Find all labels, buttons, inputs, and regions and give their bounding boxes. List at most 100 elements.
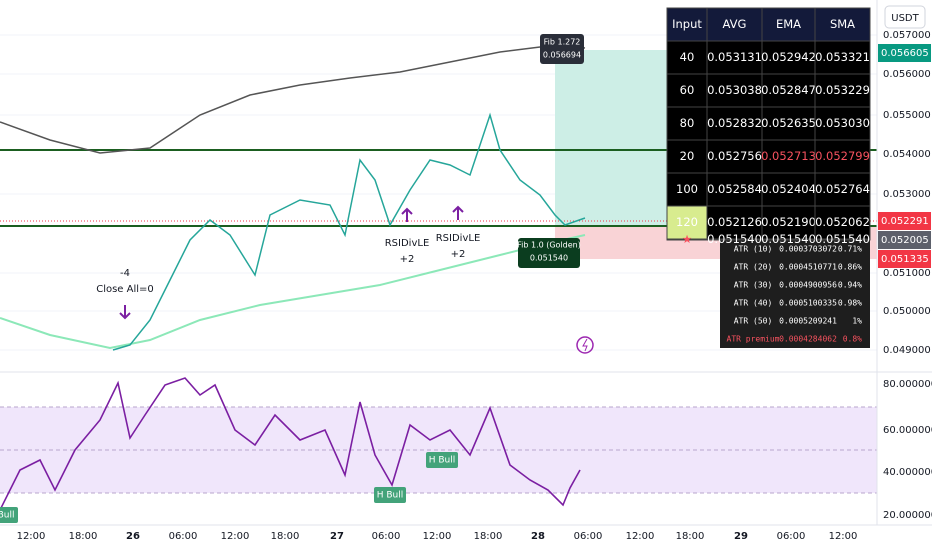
table-cell: [666, 172, 708, 207]
price-tick-label: 0.056000: [883, 69, 931, 80]
atr-value: 1%: [852, 317, 862, 326]
table-header-cell: [814, 7, 871, 42]
moving-average: [0, 234, 586, 350]
atr-value: 0.98%: [838, 299, 862, 308]
table-value: 0.052832: [707, 116, 762, 130]
annotation: -4: [120, 268, 130, 279]
table-value: 40: [680, 50, 695, 64]
table-cell: [814, 40, 871, 75]
table-cell: [706, 106, 763, 141]
table-value: 0.052713: [761, 149, 816, 163]
time-tick-label: 12:00: [221, 531, 250, 542]
price-badge-label: 0.056605: [881, 48, 929, 59]
table-value: 0.052584: [707, 182, 762, 196]
table-cell: [761, 205, 816, 240]
table-value: 120: [676, 215, 698, 229]
atr-value: ATR (30): [734, 281, 773, 290]
time-tick-label: 18:00: [474, 531, 503, 542]
price-tick-label: 0.051000: [883, 268, 931, 279]
price-badge: [878, 250, 931, 268]
atr-value: 0.0004284062: [779, 335, 837, 344]
table-cell: [814, 106, 871, 141]
atr-value: 0.86%: [838, 263, 862, 272]
table-value: 60: [680, 83, 695, 97]
table-value: 0.053321: [815, 50, 870, 64]
annotation: Close All=0: [96, 284, 154, 295]
price-badge: [878, 231, 931, 249]
fib-label-box: [518, 238, 580, 268]
table-value: 0.051540: [707, 232, 762, 246]
price-tick-label: 0.050000: [883, 306, 931, 317]
table-value: 0.052126: [707, 215, 762, 229]
table-value: 80: [680, 116, 695, 130]
table-value: 0.053131: [707, 50, 762, 64]
atr-value: 0.0005209241: [779, 317, 837, 326]
price-badge: [878, 212, 931, 230]
table-cell: [666, 73, 708, 108]
annotation: Fib 1.272: [544, 38, 581, 47]
time-tick-label: 06:00: [574, 531, 603, 542]
table-header-cell: [761, 7, 816, 42]
price-tick-label: 0.054000: [883, 149, 931, 160]
alert-icon[interactable]: [576, 336, 594, 354]
table-value: 0.053030: [815, 116, 870, 130]
exit-arrow: [119, 305, 131, 320]
atr-value: 0.71%: [838, 245, 862, 254]
time-tick-label: 12:00: [626, 531, 655, 542]
price-badge-label: 0.051335: [881, 254, 929, 265]
table-cell: [706, 139, 763, 174]
annotation: +2: [451, 249, 466, 260]
time-tick-label: 29: [734, 531, 748, 542]
atr-value: 0.94%: [838, 281, 862, 290]
atr-value: ATR (40): [734, 299, 773, 308]
table-value: ★: [682, 232, 692, 246]
table-value: 0.052190: [761, 215, 816, 229]
table-header: SMA: [830, 17, 855, 31]
rsi-tick-label: 60.000000: [883, 425, 932, 436]
table-cell: [814, 73, 871, 108]
rsi-tick-label: 80.000000: [883, 379, 932, 390]
bull-badge: [0, 507, 18, 523]
table-value: 0.053038: [707, 83, 762, 97]
h-bull-badge: [426, 452, 458, 468]
time-tick-label: 18:00: [69, 531, 98, 542]
table-value: 0.052404: [761, 182, 816, 196]
time-tick-label: 18:00: [271, 531, 300, 542]
atr-value: 0.8%: [843, 335, 862, 344]
time-tick-label: 18:00: [676, 531, 705, 542]
time-tick-label: 12:00: [423, 531, 452, 542]
table-cell: [814, 172, 871, 207]
currency-button[interactable]: [884, 5, 926, 29]
table-value: 0.052764: [815, 182, 870, 196]
annotation: 0.056694: [543, 51, 581, 60]
table-cell: [761, 40, 816, 75]
table-value: 0.051540: [761, 232, 816, 246]
price-tick-label: 0.057000: [883, 30, 931, 41]
time-tick-label: 12:00: [829, 531, 858, 542]
table-value: 0.052635: [761, 116, 816, 130]
table-cell: [706, 40, 763, 75]
time-tick-label: 06:00: [372, 531, 401, 542]
entry-arrow: [401, 207, 413, 222]
atr-value: 0.0004900956: [779, 281, 837, 290]
table-header: EMA: [776, 17, 801, 31]
table-cell: [706, 172, 763, 207]
table-value: 0.052942: [761, 50, 816, 64]
time-tick-label: 26: [126, 531, 140, 542]
currency[interactable]: USDT: [891, 13, 919, 24]
table-header: AVG: [723, 17, 747, 31]
annotation: Fib 1.0 (Golden): [517, 241, 581, 250]
table-header: Input: [672, 17, 702, 31]
moving-average: [0, 44, 586, 154]
rsi-line: [0, 377, 581, 511]
table-value: 100: [676, 182, 698, 196]
table-cell: [814, 205, 871, 240]
annotation: RSIDivLE: [436, 233, 481, 244]
table-cell: [761, 106, 816, 141]
profit-zone: [555, 50, 667, 226]
alert-icon-bolt: [582, 338, 588, 352]
atr-value: 0.0003703072: [779, 245, 837, 254]
h-bull-badge: [374, 487, 406, 503]
table-value: 0.051540: [815, 232, 870, 246]
